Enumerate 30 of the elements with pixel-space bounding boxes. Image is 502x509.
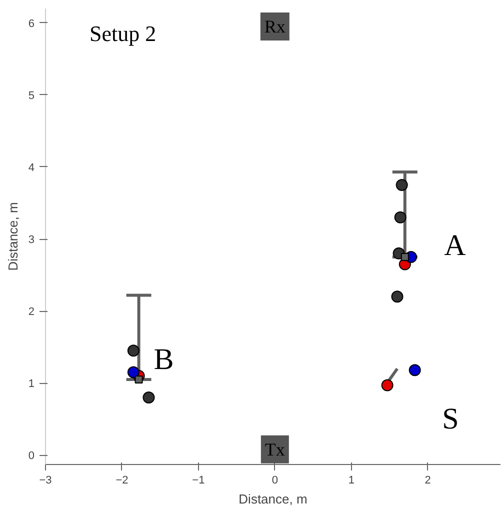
x-tick-label: 0 <box>272 474 278 486</box>
x-tick-label: 1 <box>348 474 354 486</box>
annotation: Tx <box>264 439 285 460</box>
x-tick-label: −2 <box>116 474 128 486</box>
point <box>127 366 140 378</box>
y-tick-label: 3 <box>28 234 35 246</box>
point <box>381 379 394 392</box>
point <box>391 290 404 303</box>
x-tick-label: −3 <box>39 474 52 486</box>
y-tick-label: 4 <box>28 162 35 174</box>
annotation: S <box>442 402 459 436</box>
y-tick-label: 6 <box>28 18 35 30</box>
annotation: B <box>154 343 174 376</box>
point <box>127 344 140 357</box>
x-axis-title: Distance, m <box>238 492 308 506</box>
point <box>400 253 409 262</box>
annotation: Setup 2 <box>90 21 156 46</box>
point <box>408 364 421 376</box>
y-tick-label: 1 <box>28 378 35 390</box>
x-tick-label: −1 <box>192 474 205 486</box>
point <box>394 211 406 224</box>
point <box>396 179 408 191</box>
y-tick-label: 2 <box>28 306 35 318</box>
y-axis-title: Distance, m <box>5 202 20 271</box>
y-tick-label: 0 <box>28 450 35 462</box>
annotation: Rx <box>264 16 286 37</box>
annotation: A <box>444 229 466 262</box>
x-tick-label: 2 <box>424 474 431 486</box>
point <box>142 392 155 404</box>
y-tick-label: 5 <box>28 90 35 102</box>
